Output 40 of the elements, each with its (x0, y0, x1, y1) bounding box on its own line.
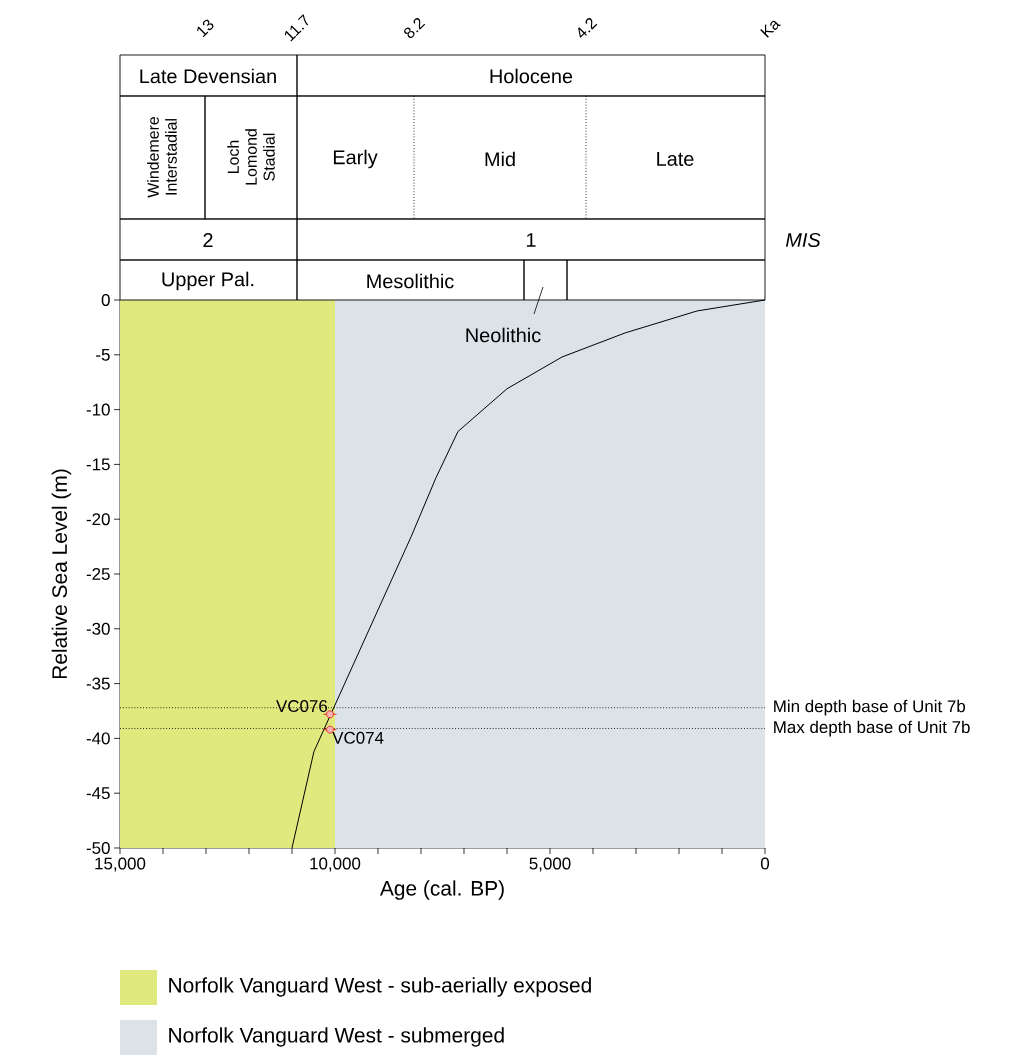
y-tick-label: -5 (96, 348, 110, 361)
text: Late (657, 152, 694, 166)
y-tick-label: 0 (101, 294, 110, 306)
text: 8.2 (404, 18, 426, 39)
text: Mesolithic (367, 273, 454, 289)
y-tick-label: -15 (86, 458, 110, 471)
text: 4.2 (578, 18, 598, 38)
text: Mid (485, 151, 515, 167)
annotation: VC074 (332, 731, 384, 744)
text: Loch Lomond Stadial (227, 129, 275, 185)
y-tick-label: -10 (86, 403, 110, 416)
x-tick-label: 10,000 (310, 857, 361, 872)
ref-line-label: Max depth base of Unit 7b (774, 720, 970, 737)
y-tick-label: -45 (86, 787, 110, 800)
text: Upper Pal. (162, 271, 254, 291)
x-tick-label: 0 (760, 857, 770, 870)
text: MIS (785, 232, 821, 248)
text: 2 (203, 233, 213, 247)
x-tick-label: 15,000 (95, 857, 146, 872)
y-tick-label: -20 (86, 513, 110, 526)
text: Late Devensian (140, 68, 276, 84)
ref-line-label: Min depth base of Unit 7b (774, 699, 966, 716)
y-tick-label: -25 (86, 568, 110, 580)
legend-label: Norfolk Vanguard West - sub-aerially exposed (169, 977, 591, 997)
annotation: VC076 (276, 700, 328, 713)
x-tick-label: 5,000 (529, 857, 571, 872)
x-axis-title: Age (cal. BP) (379, 880, 504, 900)
text: Ka (760, 20, 781, 38)
text: Windemere Interstadial (147, 116, 177, 198)
text: 1 (526, 233, 536, 247)
y-tick-label: -50 (86, 842, 110, 854)
text: 13 (197, 19, 214, 38)
y-axis-title: Relative Sea Level (m) (51, 469, 72, 679)
text: Holocene (490, 68, 573, 84)
text: Early (333, 149, 378, 169)
y-tick-label: -35 (86, 677, 110, 690)
legend-label: Norfolk Vanguard West - submerged (169, 1027, 504, 1047)
annotation: Neolithic (466, 327, 541, 343)
y-tick-label: -40 (86, 732, 110, 745)
y-tick-label: -30 (86, 622, 110, 635)
